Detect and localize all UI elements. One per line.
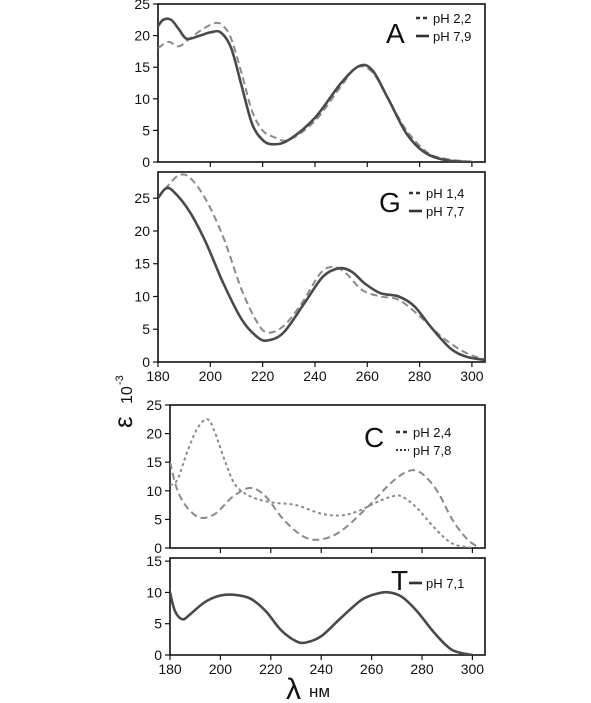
y-tick-label: 20 xyxy=(134,223,150,239)
series-line-ph-7-9 xyxy=(158,17,474,162)
y-tick-label: 0 xyxy=(142,354,150,370)
x-tick-label: 280 xyxy=(408,368,432,384)
y-axis-label-exp: 10 xyxy=(119,386,136,404)
legend-label: pH 7,1 xyxy=(426,576,464,591)
panel-letter: T xyxy=(391,565,408,596)
series-line-ph-7-1 xyxy=(170,590,474,655)
panel-c: 0 5 10 15 20 25 C pH 2,4 pH 7,8 xyxy=(146,397,486,556)
y-tick-label: 5 xyxy=(154,616,162,632)
y-tick-label: 10 xyxy=(146,584,162,600)
y-tick-label: 10 xyxy=(146,483,162,499)
panel-letter: A xyxy=(386,18,405,49)
panel-letter: C xyxy=(364,422,384,453)
x-tick-label: 280 xyxy=(410,661,434,677)
y-tick-label: 15 xyxy=(146,553,162,569)
series-line-ph-7-8 xyxy=(170,418,473,548)
y-tick-label: 20 xyxy=(146,426,162,442)
legend-label: pH 2,2 xyxy=(433,11,471,26)
y-tick-label: 10 xyxy=(134,288,150,304)
x-tick-label: 260 xyxy=(360,661,384,677)
series-line-ph-7-7 xyxy=(158,186,485,362)
x-tick-label: 200 xyxy=(199,368,223,384)
y-axis-label-power: -3 xyxy=(114,375,126,385)
x-tick-label: 300 xyxy=(460,368,484,384)
legend-label: pH 7,9 xyxy=(433,29,471,44)
y-tick-label: 0 xyxy=(154,540,162,556)
y-tick-label: 5 xyxy=(154,511,162,527)
y-tick-label: 20 xyxy=(134,28,150,44)
y-tick-label: 15 xyxy=(134,256,150,272)
x-tick-label: 220 xyxy=(259,661,283,677)
panel-frame xyxy=(157,3,486,163)
legend-label: pH 7,7 xyxy=(426,204,464,219)
series-line-ph-2-4 xyxy=(170,461,481,548)
x-tick-label: 260 xyxy=(356,368,380,384)
y-tick-label: 25 xyxy=(134,0,150,12)
legend-label: pH 1,4 xyxy=(426,186,464,201)
x-tick-label: 180 xyxy=(158,661,182,677)
y-tick-label: 10 xyxy=(134,91,150,107)
panel-letter: G xyxy=(379,187,401,218)
panel-a: 0 5 10 15 20 25 A pH 2,2 pH 7,9 xyxy=(134,0,486,170)
y-tick-label: 0 xyxy=(142,154,150,170)
x-tick-label: 180 xyxy=(146,368,170,384)
x-tick-label: 240 xyxy=(310,661,334,677)
x-axis-label: λ xyxy=(286,673,301,703)
panel-t: 0 5 10 15 180 200 220 240 260 280 300 T pH 7,1 xyxy=(146,553,486,677)
y-tick-label: 25 xyxy=(146,397,162,413)
legend-label: pH 7,8 xyxy=(413,443,451,458)
x-tick-label: 300 xyxy=(461,661,485,677)
y-tick-label: 0 xyxy=(154,647,162,663)
y-tick-label: 25 xyxy=(134,190,150,206)
x-tick-label: 220 xyxy=(251,368,275,384)
y-tick-label: 15 xyxy=(146,454,162,470)
panel-frame xyxy=(169,557,486,656)
panel-frame xyxy=(169,404,486,549)
legend-label: pH 2,4 xyxy=(413,425,451,440)
series-line-ph-2-2 xyxy=(158,21,473,162)
y-axis-label: ε xyxy=(108,416,138,428)
y-tick-label: 15 xyxy=(134,59,150,75)
y-tick-label: 5 xyxy=(142,321,150,337)
panel-g: 0 5 10 15 20 25 180 200 220 240 260 280 300 G pH 1,4 pH… xyxy=(134,171,486,384)
x-tick-label: 240 xyxy=(303,368,327,384)
y-tick-label: 5 xyxy=(142,122,150,138)
x-axis-label-unit: нм xyxy=(309,682,330,701)
x-tick-label: 200 xyxy=(209,661,233,677)
panel-frame xyxy=(157,171,486,363)
